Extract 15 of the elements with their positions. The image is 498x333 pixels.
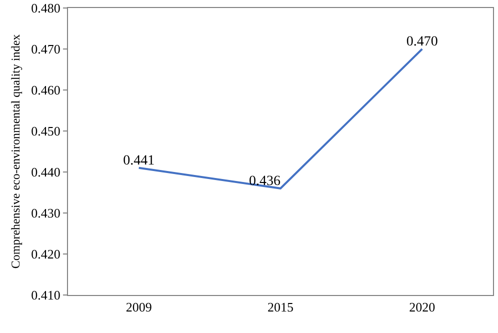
y-axis-title: Comprehensive eco-environmental quality index: [8, 34, 22, 269]
data-label: 0.470: [406, 34, 438, 50]
y-tick-label: 0.460: [31, 82, 60, 98]
y-tick-label: 0.420: [31, 246, 60, 262]
x-tick-label: 2015: [268, 300, 294, 315]
x-tick-label: 2009: [126, 300, 152, 315]
y-tick-label: 0.430: [31, 206, 60, 221]
y-tick-label: 0.480: [31, 0, 60, 16]
y-tick-label: 0.450: [31, 124, 60, 139]
y-tick-label: 0.440: [31, 164, 60, 180]
x-tick-label: 2020: [409, 300, 436, 315]
data-label: 0.441: [123, 153, 155, 168]
data-label: 0.436: [249, 174, 280, 189]
y-tick-label: 0.470: [31, 42, 60, 57]
y-tick-label: 0.410: [31, 288, 60, 303]
